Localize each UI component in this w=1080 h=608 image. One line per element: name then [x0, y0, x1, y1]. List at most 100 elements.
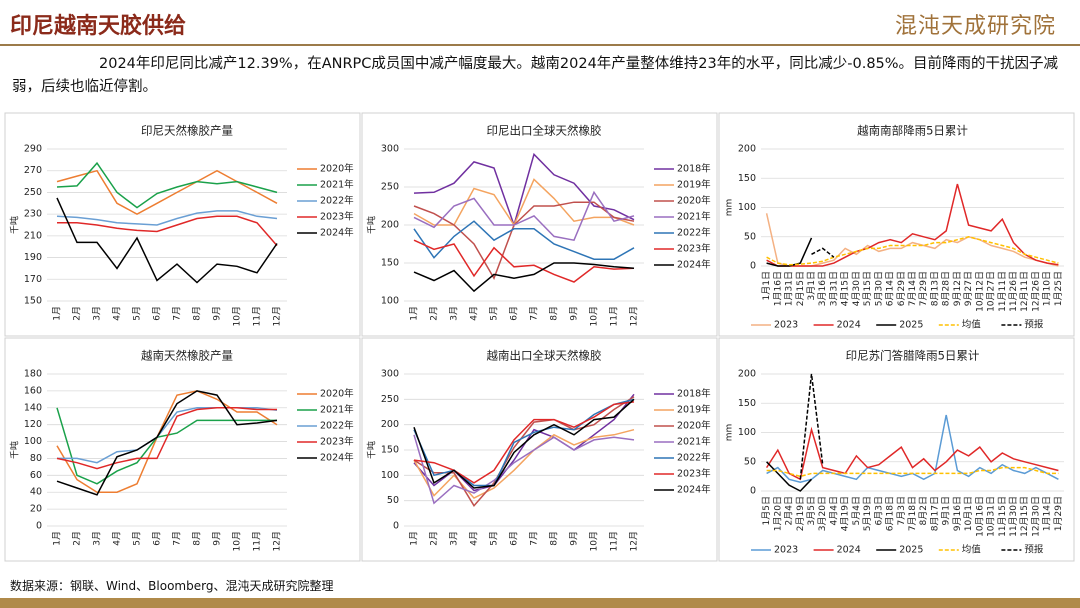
y-axis-label: 千吨 [366, 216, 378, 234]
chart-title: 印尼出口全球天然橡胶 [487, 124, 602, 138]
legend-label: 2024年 [320, 452, 354, 464]
y-tick-label: 100 [381, 470, 399, 481]
legend-label: 2021年 [320, 179, 354, 191]
y-tick-label: 100 [738, 427, 756, 438]
legend-label: 2023年 [320, 436, 354, 448]
x-tick-label: 6月18日 [885, 496, 896, 531]
y-tick-label: 0 [750, 486, 756, 497]
x-tick-label: 9月 [569, 306, 580, 321]
x-tick-label: 2月 [429, 306, 440, 321]
x-tick-label: 10月 [589, 531, 600, 551]
series-line [56, 390, 278, 496]
x-tick-label: 3月 [449, 306, 460, 321]
series-line [766, 237, 813, 267]
y-tick-label: 100 [381, 296, 399, 307]
series-line [413, 428, 635, 500]
y-tick-label: 150 [738, 173, 756, 184]
series-line [56, 390, 278, 493]
summary-text: 2024年印尼同比减产12.39%，在ANRPC成员国中减产幅度最大。越南202… [12, 56, 1059, 95]
series-line [57, 215, 278, 247]
x-tick-label: 5月 [132, 306, 143, 321]
legend-label: 2022年 [677, 452, 711, 464]
x-tick-label: 12月26日 [1030, 271, 1041, 312]
y-tick-label: 0 [36, 521, 42, 532]
x-tick-label: 9月16日 [952, 496, 963, 531]
y-tick-label: 190 [24, 252, 42, 263]
series-line [413, 220, 635, 260]
x-tick-label: 3月1日 [806, 271, 817, 300]
y-tick-label: 50 [387, 495, 399, 506]
x-tick-label: 12月 [629, 531, 640, 551]
x-tick-label: 1月5日 [761, 496, 772, 525]
y-tick-label: 150 [381, 258, 399, 269]
x-tick-label: 3月 [92, 306, 103, 321]
legend-label: 2021年 [320, 404, 354, 416]
y-tick-label: 200 [738, 144, 756, 155]
x-tick-label: 10月 [232, 531, 243, 551]
x-tick-label: 10月27日 [986, 271, 997, 312]
y-tick-label: 40 [30, 487, 42, 498]
x-tick-label: 5月30日 [873, 271, 884, 306]
x-tick-label: 4月30日 [851, 271, 862, 306]
y-tick-label: 150 [738, 398, 756, 409]
series-line [413, 398, 635, 487]
x-tick-label: 3月 [449, 531, 460, 546]
x-tick-label: 9月 [212, 531, 223, 546]
y-tick-label: 20 [30, 504, 42, 515]
series-line [766, 236, 1059, 266]
x-tick-label: 9月1日 [941, 496, 952, 525]
x-tick-label: 6月14日 [885, 271, 896, 306]
series-line [56, 169, 278, 215]
x-tick-label: 11月 [252, 531, 263, 551]
series-line [56, 407, 277, 485]
y-tick-label: 230 [24, 209, 42, 220]
series-line [766, 183, 1059, 267]
y-tick-label: 50 [744, 456, 756, 467]
series-line [56, 210, 278, 226]
source-note: 数据来源：钢联、Wind、Bloomberg、混沌天成研究院整理 [10, 579, 334, 593]
legend-label: 2023 [774, 320, 798, 331]
x-tick-label: 5月19日 [862, 496, 873, 531]
y-tick-label: 200 [381, 220, 399, 231]
x-tick-label: 3月20日 [817, 496, 828, 531]
x-tick-label: 8月 [549, 531, 560, 546]
series-line [766, 461, 813, 492]
x-tick-label: 1月 [409, 531, 420, 546]
x-tick-label: 4月15日 [840, 271, 851, 306]
y-axis-label: 千吨 [9, 216, 21, 234]
legend-label: 2020年 [677, 420, 711, 432]
x-tick-label: 7月 [529, 531, 540, 546]
panel-frame [4, 337, 361, 562]
series-line [56, 197, 278, 284]
x-tick-label: 9月27日 [963, 271, 974, 306]
x-tick-label: 1月14日 [1042, 496, 1053, 531]
x-tick-label: 10月1日 [963, 496, 974, 531]
x-tick-label: 6月 [509, 306, 520, 321]
x-tick-label: 7月29日 [918, 271, 929, 306]
x-tick-label: 6月3日 [873, 496, 884, 525]
x-tick-label: 1月 [52, 531, 63, 546]
y-tick-label: 0 [750, 261, 756, 272]
series-line [413, 201, 635, 280]
x-tick-label: 5月 [132, 531, 143, 546]
x-tick-label: 12月 [272, 306, 283, 326]
y-tick-label: 0 [393, 521, 399, 532]
chart-title: 越南天然橡胶产量 [141, 349, 233, 363]
x-tick-label: 4月 [112, 531, 123, 546]
legend-label: 均值 [962, 544, 982, 556]
x-tick-label: 12月 [629, 306, 640, 326]
x-tick-label: 4月19日 [840, 496, 851, 531]
y-axis-label: mm [725, 424, 735, 442]
y-tick-label: 100 [24, 436, 42, 447]
series-line [765, 426, 1059, 481]
x-tick-label: 1月 [52, 306, 63, 321]
series-line [413, 178, 635, 227]
x-tick-label: 8月 [192, 531, 203, 546]
series-line [413, 262, 635, 293]
x-tick-label: 4月 [469, 306, 480, 321]
page-title: 印尼越南天胶供给 [10, 13, 187, 39]
series-line [766, 466, 1059, 478]
